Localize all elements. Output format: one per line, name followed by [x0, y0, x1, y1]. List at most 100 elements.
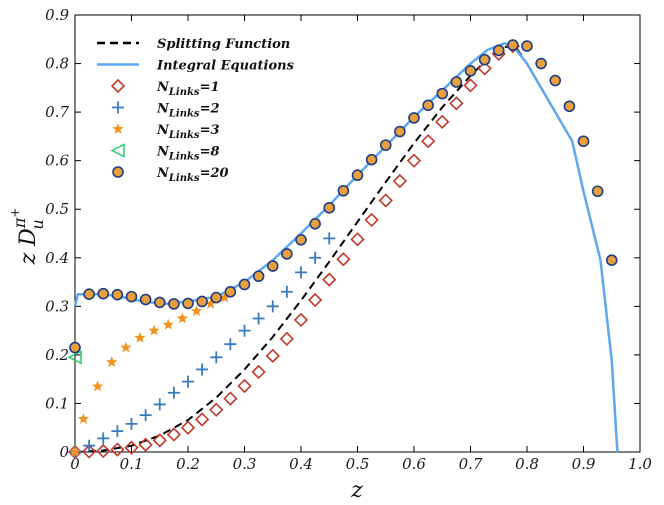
nlinks-1-point: [477, 61, 492, 76]
legend-item: NLinks=20: [112, 166, 229, 184]
nlinks-1-point: [322, 272, 337, 287]
nlinks-1-point: [152, 433, 167, 448]
x-tick-label: 0.8: [515, 455, 539, 473]
x-tick-label: 0.9: [572, 455, 596, 473]
y-axis-ticks: 0 0.1 0.2 0.3 0.4 0.5 0.6 0.7 0.8 0.9: [45, 6, 640, 461]
nlinks-1-point: [307, 292, 323, 308]
nlinks-20-point: [577, 135, 590, 148]
legend: Splitting Function Integral Equations NLin…: [97, 37, 295, 184]
legend-label: Integral Equations: [156, 59, 295, 74]
legend-item: Integral Equations: [97, 59, 295, 74]
nlinks-20-point: [224, 285, 237, 298]
nlinks-2-point: [323, 232, 336, 245]
nlinks-8-point: [67, 350, 82, 365]
legend-label: NLinks=8: [156, 145, 220, 163]
nlinks-20-point: [295, 234, 307, 246]
nlinks-1-point: [194, 412, 210, 427]
y-tick-label: 0.4: [45, 249, 69, 267]
nlinks-2-point: [167, 386, 180, 399]
nlinks-20-point: [69, 341, 81, 354]
nlinks-2-point: [196, 363, 209, 376]
x-tick-label: 0: [70, 455, 80, 473]
nlinks-20-point: [379, 139, 392, 151]
nlinks-3-point: [77, 412, 90, 424]
nlinks-3-point: [162, 318, 174, 330]
legend-swatch: [112, 166, 124, 178]
nlinks-20-point: [309, 217, 321, 230]
y-tick-label: 0.5: [45, 200, 69, 218]
nlinks-2-point: [111, 425, 124, 438]
nlinks-3-point: [69, 446, 81, 457]
nlinks-20-point: [422, 99, 434, 112]
nlinks-20-point: [153, 296, 166, 309]
nlinks-20-point: [492, 44, 505, 57]
nlinks-20-point: [394, 125, 406, 138]
nlinks-1-point: [223, 391, 238, 406]
x-tick-label: 0.3: [233, 455, 257, 473]
nlinks-1-point: [364, 212, 379, 228]
series-markers: [67, 38, 618, 460]
y-tick-label: 0.8: [45, 55, 69, 73]
nlinks-2-point: [238, 324, 251, 337]
nlinks-20-point: [238, 278, 251, 291]
nlinks-20-point: [535, 57, 547, 70]
nlinks-20-point: [182, 297, 194, 310]
nlinks-1-point: [81, 444, 97, 459]
nlinks-20-point: [168, 298, 180, 310]
nlinks-2-point: [97, 432, 110, 445]
legend-swatch: [112, 101, 124, 114]
x-tick-label: 0.5: [346, 455, 370, 473]
nlinks-20-point: [83, 288, 95, 300]
nlinks-1-point: [138, 437, 153, 452]
x-tick-label: 0.1: [120, 455, 144, 473]
x-tick-label: 0.2: [176, 455, 200, 473]
nlinks-20-point: [563, 100, 576, 113]
nlinks-20-point: [464, 65, 477, 77]
y-axis-title-main: z D: [16, 228, 41, 266]
nlinks-1-point: [237, 378, 252, 394]
legend-label: NLinks=3: [156, 123, 220, 141]
y-tick-label: 0.7: [45, 103, 69, 121]
nlinks-20-point: [507, 39, 519, 51]
nlinks-20-point: [252, 270, 265, 283]
nlinks-20-point: [549, 74, 562, 87]
legend-label: NLinks=20: [156, 166, 229, 184]
nlinks-2-point: [153, 398, 166, 411]
y-axis-title-sub: u: [28, 219, 47, 229]
nlinks-2-point: [182, 375, 194, 388]
nlinks-2-point: [210, 351, 223, 364]
nlinks-1-point: [166, 427, 182, 442]
nlinks-2-point: [309, 251, 322, 264]
nlinks-1-point: [279, 331, 295, 346]
nlinks-1-point: [392, 173, 408, 189]
nlinks-1-point: [265, 348, 280, 363]
nlinks-3-point: [106, 356, 118, 368]
nlinks-3-point: [219, 291, 231, 303]
nlinks-1-point: [110, 442, 125, 457]
nlinks-20-point: [436, 87, 449, 100]
nlinks-20-point: [266, 260, 279, 272]
legend-item: NLinks=8: [110, 143, 220, 163]
nlinks-20-point: [281, 248, 293, 260]
x-tick-label: 1.0: [628, 455, 652, 473]
nlinks-20-point: [139, 293, 152, 306]
nlinks-3-point: [120, 341, 132, 353]
nlinks-20-point: [210, 291, 223, 304]
legend-swatch: [110, 143, 125, 158]
nlinks-1-point: [406, 153, 422, 168]
nlinks-20-point: [408, 112, 420, 124]
nlinks-3-point: [91, 380, 104, 392]
nlinks-20-point: [196, 295, 208, 308]
nlinks-3-point: [148, 324, 160, 336]
nlinks-1-point: [449, 96, 464, 111]
legend-item: NLinks=3: [112, 123, 220, 141]
nlinks-20-point: [351, 169, 364, 182]
nlinks-2-point: [224, 338, 237, 351]
x-axis-title: z: [350, 478, 363, 503]
y-axis-title-sup2: +: [8, 208, 22, 218]
y-tick-label: 0.2: [45, 346, 69, 364]
nlinks-20-point: [478, 53, 491, 66]
nlinks-20-point: [605, 254, 618, 267]
y-tick-label: 0.3: [45, 297, 69, 315]
